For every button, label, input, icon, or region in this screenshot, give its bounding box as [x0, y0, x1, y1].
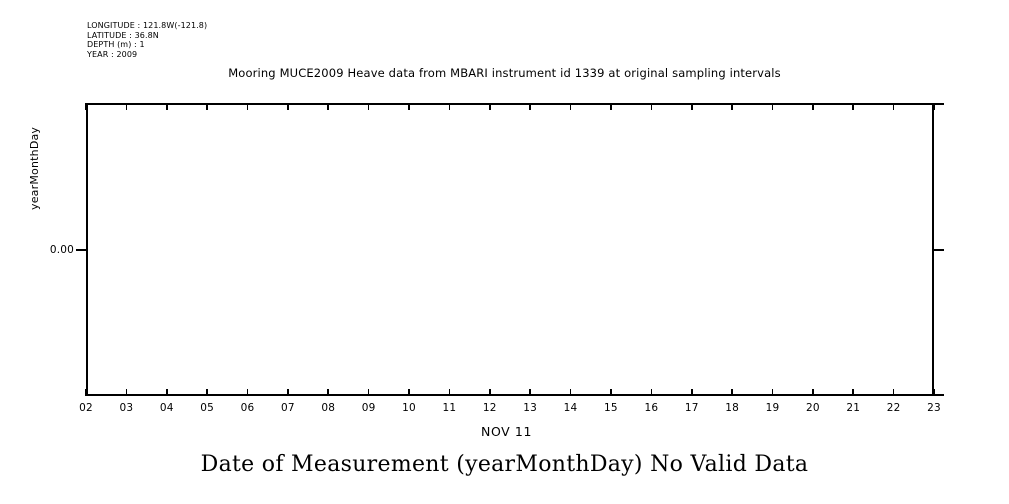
x-tick-mark [529, 103, 531, 110]
x-tick-mark [448, 389, 451, 396]
y-axis-title: yearMonthDay [28, 127, 41, 210]
x-tick-mark [650, 103, 653, 110]
chart-title: Mooring MUCE2009 Heave data from MBARI i… [228, 66, 781, 80]
x-tick-mark [125, 103, 128, 110]
axis-right-spine [932, 103, 934, 396]
x-tick-mark [206, 389, 208, 396]
x-tick-mark [650, 389, 653, 396]
x-axis-label-text: NOV 11 [481, 424, 532, 439]
x-tick-mark [489, 389, 491, 396]
x-tick-label: 23 [927, 402, 941, 414]
x-tick-mark [246, 103, 249, 110]
x-tick-label: 16 [644, 402, 659, 414]
x-tick-mark [287, 389, 289, 396]
x-tick-mark [85, 389, 87, 396]
x-tick-label: 21 [846, 402, 861, 414]
x-tick-label: 09 [361, 402, 376, 414]
x-tick-mark [933, 389, 935, 396]
metadata-year: YEAR : 2009 [87, 49, 138, 59]
x-tick-mark [852, 103, 855, 110]
x-tick-mark [327, 389, 330, 396]
axis-top-spine [86, 103, 944, 105]
x-tick-label: 05 [200, 402, 215, 414]
x-tick-mark [731, 103, 733, 110]
x-axis-label: NOV 11 [0, 424, 1009, 439]
x-tick-label: 17 [684, 402, 699, 414]
y-tick-mark-left [76, 249, 86, 251]
x-tick-mark [489, 103, 491, 110]
y-tick-label: 0.00 [49, 244, 74, 256]
x-tick-mark [933, 103, 935, 110]
x-tick-mark [367, 389, 370, 396]
x-tick-mark [569, 103, 572, 110]
x-tick-label: 19 [765, 402, 780, 414]
x-tick-mark [812, 389, 814, 396]
x-tick-mark [690, 389, 693, 396]
x-tick-label: 22 [886, 402, 901, 414]
x-tick-label: 12 [482, 402, 497, 414]
x-tick-mark [529, 389, 531, 396]
metadata-longitude: LONGITUDE : 121.8W(-121.8) [87, 21, 208, 30]
x-tick-label: 04 [159, 402, 174, 414]
x-tick-label: 15 [604, 402, 618, 414]
x-tick-mark [165, 389, 168, 396]
station-metadata: LONGITUDE : 121.8W(-121.8) LATITUDE : 36… [87, 21, 207, 59]
y-axis-title-label: yearMonthDay [28, 126, 41, 210]
x-tick-label: 02 [79, 402, 93, 414]
x-tick-mark [246, 389, 249, 396]
x-tick-label: 20 [805, 402, 820, 414]
y-tick-mark-right [934, 249, 944, 251]
x-tick-mark [771, 103, 774, 110]
x-tick-mark [327, 103, 330, 110]
x-tick-mark [771, 389, 774, 396]
x-tick-label: 07 [281, 402, 295, 414]
x-tick-mark [569, 389, 572, 396]
x-tick-mark [731, 389, 733, 396]
x-tick-mark [287, 103, 289, 110]
bottom-caption: Date of Measurement (yearMonthDay) No Va… [200, 452, 809, 477]
metadata-depth: DEPTH (m) : 1 [87, 40, 145, 50]
x-tick-label: 11 [442, 402, 457, 414]
x-tick-label: 14 [563, 402, 578, 414]
x-tick-mark [690, 103, 693, 110]
x-tick-mark [892, 389, 895, 396]
x-tick-mark [610, 389, 612, 396]
x-tick-mark [125, 389, 128, 396]
x-tick-mark [408, 389, 410, 396]
x-tick-label: 10 [402, 402, 416, 414]
metadata-latitude: LATITUDE : 36.8N [87, 30, 159, 40]
axis-left-spine [86, 103, 88, 396]
x-tick-mark [206, 103, 208, 110]
x-tick-mark [610, 103, 612, 110]
axis-bottom-spine [86, 394, 944, 396]
x-tick-label: 03 [119, 402, 134, 414]
x-tick-label: 18 [725, 402, 739, 414]
x-tick-mark [892, 103, 895, 110]
x-tick-mark [812, 103, 814, 110]
x-tick-label: 13 [523, 402, 538, 414]
plot-area [76, 103, 944, 396]
x-tick-label: 06 [240, 402, 255, 414]
x-tick-mark [165, 103, 168, 110]
x-tick-mark [408, 103, 410, 110]
x-tick-label: 08 [321, 402, 336, 414]
x-tick-mark [367, 103, 370, 110]
x-tick-mark [85, 103, 87, 110]
x-tick-mark [852, 389, 855, 396]
x-tick-mark [448, 103, 451, 110]
